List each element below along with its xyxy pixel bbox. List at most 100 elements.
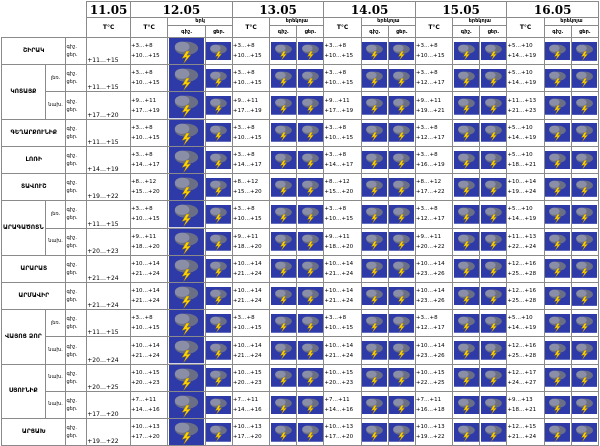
temp-night: +3…+8 <box>130 206 153 213</box>
region-subzone: նախ. <box>44 363 67 392</box>
temp-day: +25…+28 <box>507 298 537 305</box>
weather-icon-cell <box>167 309 206 338</box>
temp-day: +10…+15 <box>324 216 354 223</box>
temp-cell: +5…+10 +14…+19 <box>506 200 545 229</box>
day-subheader: ցեր. <box>204 25 233 38</box>
weather-icon-cell <box>452 227 481 256</box>
weather-icon-cell <box>570 145 600 175</box>
temp-night: +9…+11 <box>130 233 157 240</box>
temp-cell: +10…+13 +17…+20 <box>323 418 362 446</box>
temp-day1: +19…+22 <box>86 418 131 446</box>
forecast-row: ՏԱՎՈՒՇ գիշ. ցեր. +19…+22 +8…+12 +15…+20 +8…+12… <box>0 173 600 202</box>
temp-cell: +10…+14 +21…+24 <box>129 254 169 283</box>
temp-night: +3…+8 <box>415 206 438 213</box>
weather-icon-cell <box>387 173 416 202</box>
thunderstorm-icon <box>297 341 323 360</box>
thunderstorm-icon <box>480 368 506 388</box>
day-subheader: ցեր. <box>387 25 416 38</box>
temp-day: +14…+16 <box>324 406 354 413</box>
night-label: գիշ. <box>66 343 78 350</box>
day-label: ցեր. <box>66 269 78 276</box>
temp-day: +20…+23 <box>232 379 262 386</box>
temp-night: +3…+8 <box>130 43 153 50</box>
temp-night: +3…+8 <box>415 151 438 158</box>
temp-cell: +7…+11 +14…+16 <box>323 390 362 420</box>
storm-cloud-icon <box>270 123 296 143</box>
temp-cell: +3…+8 +10…+15 <box>129 64 169 93</box>
tc-header: T°C <box>506 17 545 38</box>
temp-day: +14…+17 <box>324 161 354 168</box>
temp-cell: +5…+10 +18…+21 <box>506 145 545 175</box>
temp-cell: +3…+8 +16…+19 <box>414 145 454 175</box>
region-name: ԿՈՏԱՅՔ <box>1 64 46 120</box>
weather-icon-cell <box>479 173 508 202</box>
temp-day1: +11…+15 <box>86 200 131 229</box>
daypart-label: գիշ. ցեր. <box>65 64 88 93</box>
weather-icon-cell <box>452 363 481 392</box>
region-name: ՏԱՎՈՒՇ <box>0 173 67 202</box>
storm-cloud-icon <box>270 286 296 306</box>
thunderstorm-icon <box>389 150 415 170</box>
forecast-row: ԱՐԱԳԱԾՈՏՆ լեռ. գիշ. ցեր. +11…+15 +3…+8 +10…+15… <box>1 200 600 256</box>
forecast-row: ԱՐԱՐԱՏ գիշ. ցեր. +21…+24 +10…+14 +21…+24 +10…+… <box>0 254 600 283</box>
temp-day: +14…+19 <box>507 216 537 223</box>
temp-night: +10…+14 <box>415 260 445 267</box>
temp-day: +10…+15 <box>130 325 160 332</box>
thunderstorm-icon <box>389 68 415 88</box>
storm-cloud-icon <box>545 232 571 251</box>
thunderstorm-icon <box>572 368 598 388</box>
weather-icon-cell <box>452 145 481 175</box>
temp-day: +17…+19 <box>324 107 354 114</box>
temp-day: +10…+15 <box>415 53 445 60</box>
thunderstorm-icon <box>389 41 415 61</box>
temp-day: +10…+15 <box>130 216 160 223</box>
weather-icon-cell <box>296 118 325 147</box>
temp-night: +5…+10 <box>507 124 533 131</box>
temp-night: +3…+8 <box>232 315 255 322</box>
temp-cell: +11…+13 +22…+24 <box>506 227 545 256</box>
temp-cell: +3…+8 +12…+17 <box>414 309 454 338</box>
weather-icon-cell <box>269 336 298 365</box>
weather-icon-cell <box>204 254 233 283</box>
storm-cloud-icon <box>545 205 571 224</box>
temp-night: +10…+14 <box>507 179 537 186</box>
temp-cell: +10…+14 +21…+24 <box>231 281 271 311</box>
temp-day: +10…+15 <box>130 80 160 87</box>
temp-day: +10…+15 <box>130 134 160 141</box>
temp-day: +15…+20 <box>324 189 354 196</box>
daypart-header: երեկոյա <box>543 17 600 26</box>
weather-icon-cell <box>296 36 325 66</box>
daypart-label: գիշ. ցեր. <box>65 309 88 338</box>
thunderstorm-icon <box>206 259 232 279</box>
forecast-row: ՎԱՅՈՑ ՁՈՐ լեռ. գիշ. ցեր. +11…+15 +3…+8 +10…+15… <box>1 309 600 365</box>
temp-cell: +10…+14 +23…+26 <box>414 254 454 283</box>
temp-day: +10…+15 <box>324 134 354 141</box>
weather-icon-cell <box>479 309 508 338</box>
temp-night: +5…+10 <box>507 70 533 77</box>
thunderstorm-icon <box>572 422 598 442</box>
weather-icon-cell <box>296 390 325 420</box>
weather-icon-cell <box>387 227 416 256</box>
region-subzone: լեռ. <box>44 64 67 93</box>
temp-day: +23…+26 <box>415 352 445 359</box>
temp-night: +10…+14 <box>130 288 160 295</box>
weather-icon-cell <box>269 281 298 311</box>
temp-cell: +8…+12 +15…+20 <box>129 173 169 202</box>
region-subzone: նախ. <box>44 91 67 120</box>
day-label: ցեր. <box>66 215 78 222</box>
weather-icon-cell <box>167 390 206 420</box>
storm-cloud-icon <box>270 232 296 251</box>
weather-icon-cell <box>570 336 600 365</box>
weather-icon-cell <box>204 390 233 420</box>
thunderstorm-icon <box>480 150 506 170</box>
thunderstorm-icon <box>206 150 232 170</box>
weather-icon-cell <box>452 281 481 311</box>
temp-day: +10…+15 <box>232 53 262 60</box>
night-label: գիշ. <box>66 98 78 105</box>
sub-header-row-2: գիշ. ցեր. գիշ. ցեր. գիշ. ցեր. գիշ. ցեր. գիշ. ցեր. <box>2 25 600 38</box>
night-label: գիշ. <box>66 289 78 296</box>
night-label: գիշ. <box>66 152 78 159</box>
temp-cell: +3…+8 +10…+15 <box>231 118 271 147</box>
weather-icon-cell <box>570 227 600 256</box>
